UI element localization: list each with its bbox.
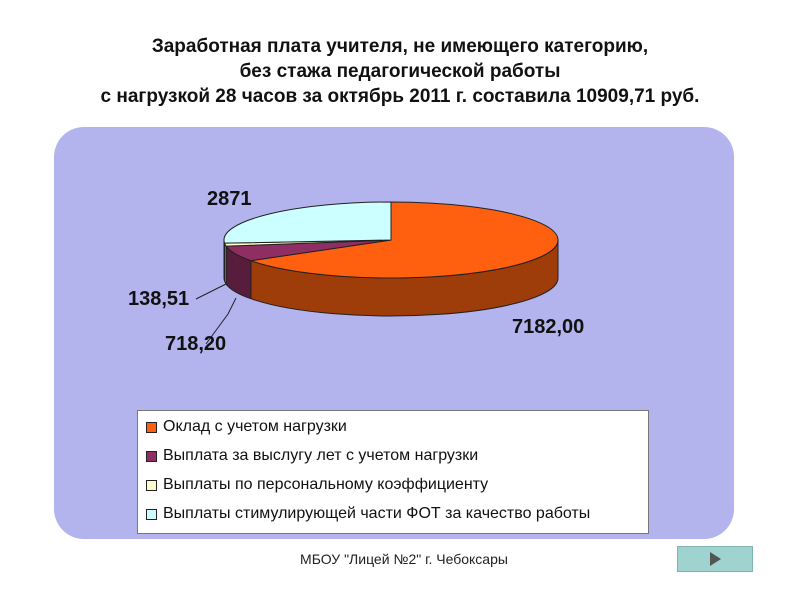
data-label-quality-bonus: 2871 (207, 188, 252, 210)
legend-swatch (146, 508, 157, 520)
legend-swatch (146, 450, 157, 462)
pie-slice-quality-bonus (223, 201, 392, 244)
data-label-personal-coef: 138,51 (128, 288, 189, 310)
data-label-seniority: 718,20 (165, 333, 226, 355)
title-line-1: Заработная плата учителя, не имеющего ка… (151, 36, 649, 57)
footer-text: МБОУ "Лицей №2" г. Чебоксары (300, 551, 508, 567)
legend-item-seniority: Выплата за выслугу лет с учетом нагрузки (146, 444, 478, 468)
legend-item-quality-bonus: Выплаты стимулирующей части ФОТ за качес… (146, 502, 590, 526)
legend-swatch (146, 421, 157, 433)
pie-slice-salary (250, 201, 559, 279)
legend-label: Выплаты по персональному коэффициенту (163, 476, 489, 493)
legend-item-salary: Оклад с учетом нагрузки (146, 415, 347, 439)
legend-item-personal-coef: Выплаты по персональному коэффициенту (146, 473, 488, 497)
next-slide-button[interactable] (677, 546, 753, 572)
legend-swatch (146, 479, 157, 491)
legend-label: Выплата за выслугу лет с учетом нагрузки (163, 447, 479, 464)
leader-line-seniority (205, 297, 237, 345)
play-right-icon (710, 552, 721, 566)
legend-label: Оклад с учетом нагрузки (163, 418, 347, 435)
title-line-2: без стажа педагогической работы (239, 61, 561, 82)
chart-legend: Оклад с учетом нагрузки Выплата за выслу… (137, 410, 649, 534)
pie-side-quality-bonus (223, 239, 226, 282)
leader-line-personal-coef (195, 283, 227, 300)
chart-title: Заработная плата учителя, не имеющего ка… (0, 34, 800, 109)
data-label-salary: 7182,00 (512, 316, 584, 338)
title-line-3: с нагрузкой 28 часов за октябрь 2011 г. … (100, 86, 700, 107)
legend-label: Выплаты стимулирующей части ФОТ за качес… (163, 505, 591, 522)
